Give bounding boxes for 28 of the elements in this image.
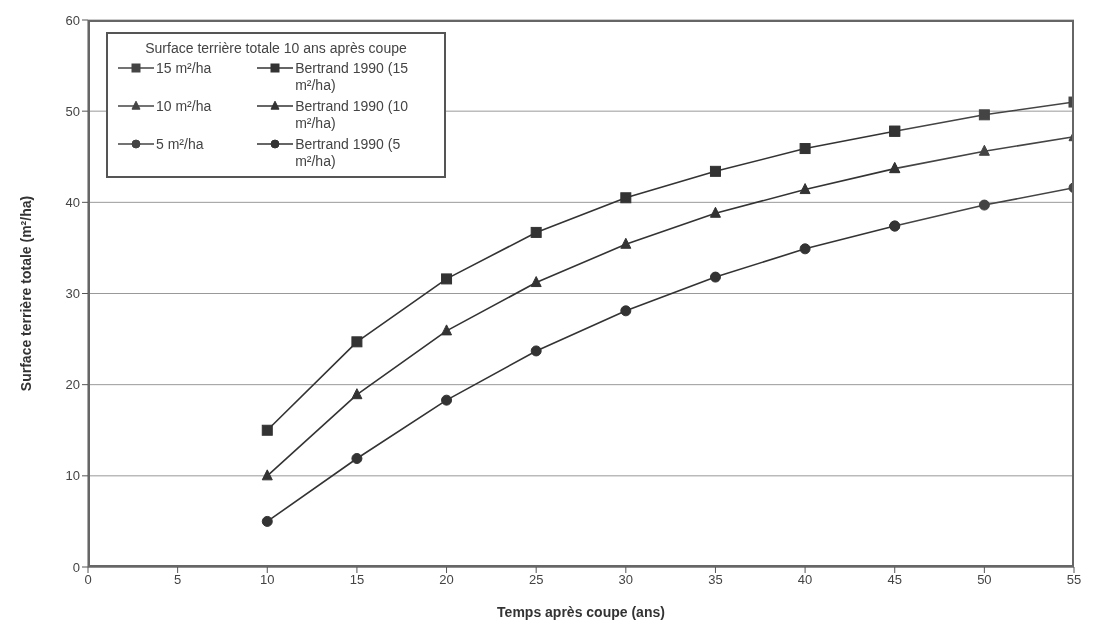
legend-label: 10 m²/ha	[156, 98, 212, 115]
y-tick-label: 40	[65, 194, 80, 210]
x-tick-label: 20	[439, 572, 454, 588]
y-tick-label: 30	[65, 286, 80, 302]
y-tick-label: 60	[65, 12, 80, 28]
legend-label: Bertrand 1990 (10 m²/ha)	[295, 98, 409, 132]
legend-label: Bertrand 1990 (5 m²/ha)	[295, 136, 402, 170]
y-tick-label: 50	[65, 103, 80, 119]
x-tick-label: 45	[887, 572, 902, 588]
legend-label: 5 m²/ha	[156, 136, 204, 153]
x-tick-label: 15	[349, 572, 365, 588]
x-axis-title: Temps après coupe (ans)	[497, 604, 665, 620]
y-tick-label: 10	[65, 468, 80, 484]
legend-label: 15 m²/ha	[156, 60, 212, 77]
y-tick-label: 0	[72, 559, 80, 575]
x-tick-label: 55	[1066, 572, 1082, 588]
y-tick-label: 20	[65, 377, 80, 393]
x-tick-label: 40	[797, 572, 813, 588]
x-tick-label: 5	[174, 572, 182, 588]
legend-label: Bertrand 1990 (15 m²/ha)	[295, 60, 409, 94]
x-tick-label: 50	[977, 572, 992, 588]
x-tick-label: 35	[708, 572, 723, 588]
x-tick-label: 0	[84, 572, 92, 588]
legend-title: Surface terrière totale 10 ans après coupe	[144, 40, 408, 56]
x-tick-label: 30	[618, 572, 634, 588]
x-tick-label: 25	[528, 572, 544, 588]
y-axis-title: Surface terrière totale (m²/ha)	[17, 195, 34, 392]
x-tick-label: 10	[260, 572, 275, 588]
